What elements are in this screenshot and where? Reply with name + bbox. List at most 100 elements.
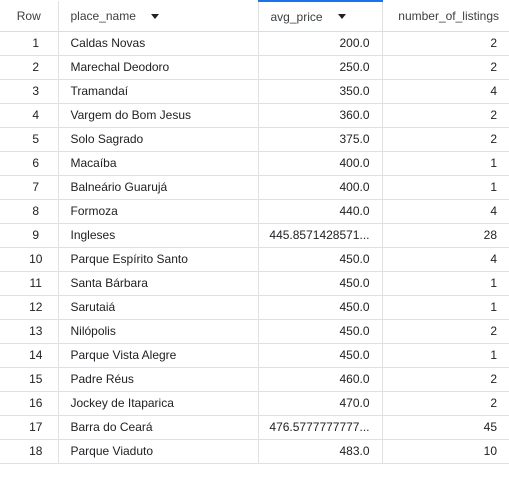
table-row[interactable]: 7 Balneário Guarujá 400.0 1 <box>0 175 509 200</box>
avg-price-cell[interactable]: 450.0 <box>258 295 383 320</box>
number-of-listings-cell[interactable]: 2 <box>382 391 509 416</box>
place-name-cell[interactable]: Parque Vista Alegre <box>58 343 259 368</box>
avg-price-cell[interactable]: 350.0 <box>258 79 383 104</box>
avg-price-cell[interactable]: 250.0 <box>258 55 383 80</box>
column-header-number-of-listings[interactable]: number_of_listings <box>382 1 509 32</box>
row-number-cell[interactable]: 11 <box>0 271 59 296</box>
place-name-cell[interactable]: Solo Sagrado <box>58 127 259 152</box>
avg-price-cell[interactable]: 360.0 <box>258 103 383 128</box>
number-of-listings-cell[interactable]: 1 <box>382 295 509 320</box>
place-name-cell[interactable]: Formoza <box>58 199 259 224</box>
row-number-cell[interactable]: 14 <box>0 343 59 368</box>
place-name-cell[interactable]: Ingleses <box>58 223 259 248</box>
table-row[interactable]: 1 Caldas Novas 200.0 2 <box>0 31 509 56</box>
avg-price-cell[interactable]: 476.5777777777... <box>258 415 383 440</box>
place-name-cell[interactable]: Sarutaiá <box>58 295 259 320</box>
table-row[interactable]: 17 Barra do Ceará 476.5777777777... 45 <box>0 415 509 440</box>
table-row[interactable]: 9 Ingleses 445.8571428571... 28 <box>0 223 509 248</box>
avg-price-cell[interactable]: 445.8571428571... <box>258 223 383 248</box>
place-name-cell[interactable]: Barra do Ceará <box>58 415 259 440</box>
column-header-row[interactable]: Row <box>0 1 59 32</box>
avg-price-cell[interactable]: 400.0 <box>258 151 383 176</box>
number-of-listings-cell[interactable]: 45 <box>382 415 509 440</box>
row-number-cell[interactable]: 9 <box>0 223 59 248</box>
table-row[interactable]: 3 Tramandaí 350.0 4 <box>0 79 509 104</box>
row-number-cell[interactable]: 3 <box>0 79 59 104</box>
place-name-cell[interactable]: Tramandaí <box>58 79 259 104</box>
number-of-listings-cell[interactable]: 4 <box>382 79 509 104</box>
number-of-listings-cell[interactable]: 2 <box>382 31 509 56</box>
row-number-cell[interactable]: 7 <box>0 175 59 200</box>
row-number-cell[interactable]: 17 <box>0 415 59 440</box>
row-number-cell[interactable]: 18 <box>0 439 59 464</box>
row-number-cell[interactable]: 8 <box>0 199 59 224</box>
row-number-cell[interactable]: 13 <box>0 319 59 344</box>
place-name-cell[interactable]: Parque Espírito Santo <box>58 247 259 272</box>
avg-price-cell[interactable]: 200.0 <box>258 31 383 56</box>
table-row[interactable]: 10 Parque Espírito Santo 450.0 4 <box>0 247 509 272</box>
number-of-listings-cell[interactable]: 4 <box>382 247 509 272</box>
number-of-listings-cell[interactable]: 2 <box>382 103 509 128</box>
table-row[interactable]: 14 Parque Vista Alegre 450.0 1 <box>0 343 509 368</box>
place-name-cell[interactable]: Nilópolis <box>58 319 259 344</box>
avg-price-cell[interactable]: 450.0 <box>258 343 383 368</box>
avg-price-cell[interactable]: 400.0 <box>258 175 383 200</box>
avg-price-cell[interactable]: 460.0 <box>258 367 383 392</box>
avg-price-cell[interactable]: 450.0 <box>258 247 383 272</box>
number-of-listings-cell[interactable]: 1 <box>382 271 509 296</box>
table-row[interactable]: 6 Macaíba 400.0 1 <box>0 151 509 176</box>
table-row[interactable]: 15 Padre Réus 460.0 2 <box>0 367 509 392</box>
place-name-cell[interactable]: Parque Viaduto <box>58 439 259 464</box>
place-name-cell[interactable]: Santa Bárbara <box>58 271 259 296</box>
place-name-cell[interactable]: Balneário Guarujá <box>58 175 259 200</box>
avg-price-cell[interactable]: 375.0 <box>258 127 383 152</box>
number-of-listings-cell[interactable]: 10 <box>382 439 509 464</box>
column-header-place-name[interactable]: place_name <box>58 1 259 32</box>
table-row[interactable]: 11 Santa Bárbara 450.0 1 <box>0 271 509 296</box>
number-of-listings-cell[interactable]: 1 <box>382 175 509 200</box>
avg-price-cell[interactable]: 440.0 <box>258 199 383 224</box>
number-of-listings-cell[interactable]: 2 <box>382 367 509 392</box>
avg-price-cell[interactable]: 450.0 <box>258 319 383 344</box>
avg-price-cell[interactable]: 483.0 <box>258 439 383 464</box>
row-number-cell[interactable]: 15 <box>0 367 59 392</box>
results-table: Row place_name avg_price number_of_listi… <box>0 0 509 464</box>
place-name-cell[interactable]: Macaíba <box>58 151 259 176</box>
number-of-listings-cell[interactable]: 1 <box>382 151 509 176</box>
place-name-cell[interactable]: Jockey de Itaparica <box>58 391 259 416</box>
number-of-listings-cell[interactable]: 1 <box>382 343 509 368</box>
sort-arrow-down-icon[interactable] <box>151 13 160 19</box>
number-of-listings-cell[interactable]: 4 <box>382 199 509 224</box>
table-row[interactable]: 12 Sarutaiá 450.0 1 <box>0 295 509 320</box>
place-name-cell[interactable]: Vargem do Bom Jesus <box>58 103 259 128</box>
row-number-cell[interactable]: 16 <box>0 391 59 416</box>
sort-arrow-down-icon[interactable] <box>337 14 346 20</box>
row-number-cell[interactable]: 4 <box>0 103 59 128</box>
row-number-cell[interactable]: 10 <box>0 247 59 272</box>
avg-price-cell[interactable]: 470.0 <box>258 391 383 416</box>
table-row[interactable]: 13 Nilópolis 450.0 2 <box>0 319 509 344</box>
table-row[interactable]: 2 Marechal Deodoro 250.0 2 <box>0 55 509 80</box>
number-of-listings-cell[interactable]: 28 <box>382 223 509 248</box>
table-row[interactable]: 16 Jockey de Itaparica 470.0 2 <box>0 391 509 416</box>
table-row[interactable]: 4 Vargem do Bom Jesus 360.0 2 <box>0 103 509 128</box>
row-number-cell[interactable]: 1 <box>0 31 59 56</box>
column-header-label: place_name <box>70 9 136 24</box>
row-number-cell[interactable]: 2 <box>0 55 59 80</box>
number-of-listings-cell[interactable]: 2 <box>382 127 509 152</box>
place-name-cell[interactable]: Caldas Novas <box>58 31 259 56</box>
row-number-cell[interactable]: 5 <box>0 127 59 152</box>
table-row[interactable]: 5 Solo Sagrado 375.0 2 <box>0 127 509 152</box>
number-of-listings-cell[interactable]: 2 <box>382 55 509 80</box>
row-number-cell[interactable]: 6 <box>0 151 59 176</box>
row-number-cell[interactable]: 12 <box>0 295 59 320</box>
number-of-listings-cell[interactable]: 2 <box>382 319 509 344</box>
avg-price-cell[interactable]: 450.0 <box>258 271 383 296</box>
place-name-cell[interactable]: Padre Réus <box>58 367 259 392</box>
column-header-avg-price[interactable]: avg_price <box>258 0 383 32</box>
column-header-label: avg_price <box>270 9 323 24</box>
place-name-cell[interactable]: Marechal Deodoro <box>58 55 259 80</box>
table-row[interactable]: 18 Parque Viaduto 483.0 10 <box>0 439 509 464</box>
table-row[interactable]: 8 Formoza 440.0 4 <box>0 199 509 224</box>
